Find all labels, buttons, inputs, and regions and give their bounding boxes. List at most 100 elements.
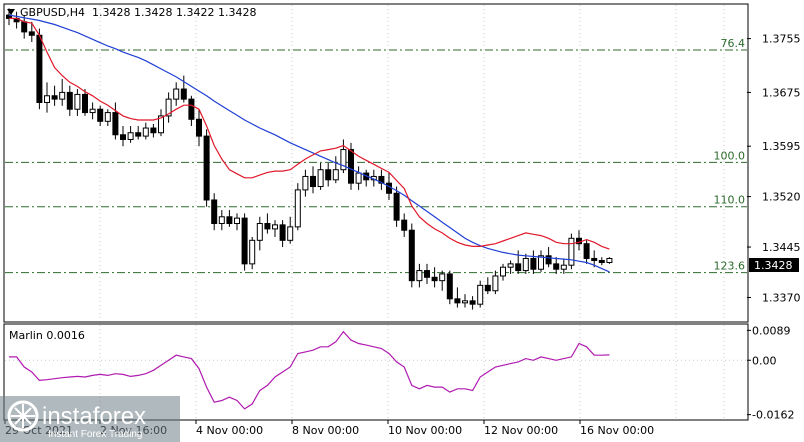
candle [218, 210, 225, 231]
candle-body [279, 224, 286, 241]
candle-body [302, 175, 309, 191]
candle-body [310, 175, 316, 188]
symbol-label: GBPUSD,H4 [20, 6, 85, 19]
candle-body [66, 91, 73, 110]
time-tick-label: 10 Nov 00:00 [388, 424, 462, 437]
candle [51, 85, 58, 106]
candle [142, 122, 149, 140]
collapse-arrow-icon[interactable] [7, 9, 15, 15]
price-tick-label: 1.3595 [762, 140, 801, 153]
candle-body [196, 118, 202, 137]
candle-body [287, 226, 294, 241]
candle [272, 220, 278, 237]
candle [325, 163, 332, 187]
candle [560, 258, 567, 274]
candle-body [226, 216, 233, 225]
candle-body [211, 199, 218, 225]
candle [287, 216, 294, 244]
candle [203, 129, 210, 207]
candle-body [606, 257, 613, 264]
candle [294, 183, 301, 231]
candle-body [500, 266, 506, 277]
price-panel-frame [3, 3, 749, 323]
candle [120, 126, 126, 147]
candle [97, 105, 104, 127]
candle [279, 220, 286, 248]
candle [522, 253, 529, 274]
candle-body [89, 108, 96, 114]
candle-body [317, 169, 324, 188]
candle-body [469, 300, 476, 305]
current-price-box [749, 258, 799, 272]
candle [74, 89, 81, 116]
candle-body [454, 298, 461, 304]
candle-body [112, 112, 119, 136]
price-tick-label: 1.3755 [762, 33, 801, 46]
moving-averages [8, 14, 610, 273]
time-tick-label: 12 Nov 00:00 [484, 424, 558, 437]
oscillator-tick-label: 0.0089 [752, 324, 791, 337]
candle [135, 126, 142, 140]
watermark-brand: instaforex [42, 403, 146, 430]
candle-body [408, 229, 415, 282]
candle-body [393, 192, 400, 221]
candle-body [127, 132, 134, 140]
fib-level-label: 76.4 [721, 37, 746, 50]
candle-body [173, 88, 180, 100]
fib-level-label: 123.6 [714, 260, 746, 273]
candle-body [59, 91, 66, 100]
candle [408, 223, 415, 288]
candle [66, 85, 73, 116]
candle-body [120, 134, 126, 140]
candle [416, 263, 423, 288]
candle-body [234, 217, 240, 225]
price-tick-label: 1.3370 [762, 291, 801, 304]
candle [150, 124, 157, 138]
candle-body [416, 270, 423, 282]
candle [44, 82, 50, 113]
candle-body [97, 108, 104, 122]
candle [401, 213, 408, 237]
candle-body [439, 273, 446, 282]
candle [462, 294, 468, 308]
candle-body [332, 169, 339, 181]
candle [264, 213, 271, 234]
candle [477, 280, 484, 308]
candle [431, 267, 438, 288]
candle [545, 247, 552, 268]
candle-body [530, 257, 537, 270]
candle [568, 233, 575, 270]
candle [249, 236, 256, 270]
candle-body [150, 127, 157, 134]
candle [310, 166, 316, 194]
candle [89, 102, 96, 120]
candle [104, 109, 111, 127]
price-tick-label: 1.3675 [762, 86, 801, 99]
fib-level-label: 100.0 [714, 149, 746, 162]
candle-body [218, 216, 225, 225]
candle [226, 210, 233, 227]
candle-body [165, 98, 172, 117]
slow-ma-line [8, 14, 610, 273]
candle [484, 277, 491, 295]
indicator-label: Marlin 0.0016 [9, 329, 85, 342]
candle [332, 156, 339, 184]
candle-body [545, 255, 552, 265]
candle [492, 270, 499, 295]
current-price-label: 1.3428 [754, 259, 793, 272]
candle [158, 109, 164, 137]
candle [317, 163, 324, 190]
candle-body [462, 300, 468, 304]
candle-body [44, 95, 50, 103]
candle [583, 240, 590, 264]
candle [28, 21, 35, 42]
time-tick-label: 4 Nov 00:00 [196, 424, 263, 437]
candle-body [446, 273, 453, 300]
candle-body [560, 264, 567, 270]
candle-body [264, 223, 271, 230]
candle-body [492, 275, 499, 292]
candle-body [431, 276, 438, 282]
candle-body [591, 257, 598, 261]
candle [196, 109, 202, 147]
